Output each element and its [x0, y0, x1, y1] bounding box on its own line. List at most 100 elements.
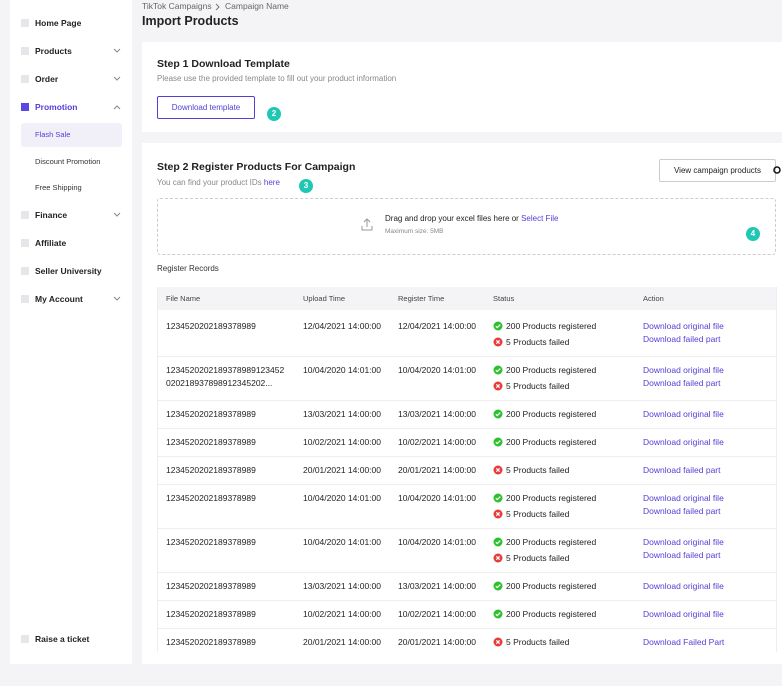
table: File Name Upload Time Register Time Status A…: [157, 287, 777, 652]
upload-time: 10/04/2020 14:01:00: [303, 537, 381, 547]
row-divider: [158, 484, 776, 485]
action-link[interactable]: Download original file: [643, 365, 724, 375]
badge: 2: [267, 107, 281, 121]
icon: [21, 75, 29, 83]
upload-time: 13/03/2021 14:00:00: [303, 581, 381, 591]
chevron: [113, 48, 121, 53]
action-link[interactable]: Download original file: [643, 609, 724, 619]
menu-item[interactable]: Products: [35, 46, 72, 56]
menu-item[interactable]: Finance: [35, 210, 68, 220]
step-subtitle: Please use the provided template to fill…: [157, 74, 397, 83]
menu-item[interactable]: Home Page: [35, 18, 82, 28]
icon: [21, 295, 29, 303]
action-link[interactable]: Download Failed Part: [643, 637, 725, 647]
row-divider: [158, 572, 776, 573]
file-name: 1234520202189378989: [166, 409, 256, 419]
register-time: 13/03/2021 14:00:00: [398, 581, 476, 591]
success-icon: [493, 365, 503, 375]
upload-time: 10/04/2020 14:01:00: [303, 365, 381, 375]
upload-time: 20/01/2021 14:00:00: [303, 637, 381, 647]
text: You can find your product IDs: [157, 178, 262, 187]
sidebar: [10, 0, 132, 664]
register-time: 10/04/2020 14:01:00: [398, 493, 476, 503]
error-icon: [493, 509, 503, 519]
submenu-item[interactable]: Discount Promotion: [35, 157, 101, 166]
success-icon: [493, 493, 503, 503]
chevron: [113, 76, 121, 81]
register-time: 10/04/2020 14:01:00: [398, 365, 476, 375]
row-divider: [158, 628, 776, 629]
breadcrumb[interactable]: TikTok Campaigns: [142, 1, 212, 11]
menu-item[interactable]: Affiliate: [35, 238, 67, 248]
action-link[interactable]: Download failed part: [643, 465, 721, 475]
link[interactable]: Select File: [521, 214, 559, 223]
link[interactable]: here: [263, 178, 280, 187]
status: 200 Products registered: [506, 437, 597, 447]
register-time: 20/01/2021 14:00:00: [398, 637, 476, 647]
drop-zone[interactable]: [157, 198, 776, 255]
menu-item[interactable]: My Account: [35, 294, 83, 304]
menu-item[interactable]: Order: [35, 74, 59, 84]
action-link[interactable]: Download original file: [643, 493, 724, 503]
action-link[interactable]: Download original file: [643, 321, 724, 331]
upload-time: 10/02/2021 14:00:00: [303, 437, 381, 447]
action-link[interactable]: Download original file: [643, 437, 724, 447]
action-link[interactable]: Download original file: [643, 581, 724, 591]
row-divider: [158, 528, 776, 529]
text: Drag and drop your excel files here or: [385, 214, 519, 223]
drop-text: Drag and drop your excel files here or S…: [385, 215, 558, 223]
action-link[interactable]: Download failed part: [643, 378, 721, 388]
card: [142, 143, 782, 664]
error-icon: [493, 381, 503, 391]
action-link[interactable]: Download original file: [643, 409, 724, 419]
cursor: [773, 166, 781, 174]
row-divider: [158, 400, 776, 401]
menu-item[interactable]: Raise a ticket: [35, 634, 90, 644]
success-icon: [493, 581, 503, 591]
status: 5 Products failed: [506, 465, 570, 475]
file-name: 1234520202189378989: [166, 493, 256, 503]
upload-time: 10/04/2020 14:01:00: [303, 493, 381, 503]
status: 5 Products failed: [506, 337, 570, 347]
card: [142, 42, 782, 132]
breadcrumb-separator: [215, 3, 220, 11]
action-link[interactable]: Download original file: [643, 537, 724, 547]
action-link[interactable]: Download failed part: [643, 506, 721, 516]
upload-icon: [361, 218, 373, 231]
page-title: Import Products: [142, 14, 239, 28]
success-icon: [493, 321, 503, 331]
register-time: 20/01/2021 14:00:00: [398, 465, 476, 475]
menu-item[interactable]: Seller University: [35, 266, 102, 276]
icon: [21, 103, 29, 111]
file-name: 1234520202189378989: [166, 537, 256, 547]
badge: 3: [299, 179, 313, 193]
status: 200 Products registered: [506, 321, 597, 331]
status: 200 Products registered: [506, 365, 597, 375]
button[interactable]: Download template: [157, 96, 255, 119]
chevron: [113, 212, 121, 217]
action-link[interactable]: Download failed part: [643, 334, 721, 344]
upload-time: 13/03/2021 14:00:00: [303, 409, 381, 419]
action-link[interactable]: Download failed part: [643, 550, 721, 560]
column-header: Status: [493, 294, 515, 303]
chevron: [113, 296, 121, 301]
menu-item[interactable]: Promotion: [35, 102, 78, 112]
submenu-item[interactable]: Flash Sale: [35, 130, 71, 139]
column-header: Register Time: [398, 294, 445, 303]
error-icon: [493, 465, 503, 475]
step-title: Step 2 Register Products For Campaign: [157, 161, 356, 173]
submenu-item[interactable]: Free Shipping: [35, 183, 82, 192]
icon: [21, 19, 29, 27]
breadcrumb: Campaign Name: [225, 1, 289, 11]
status: 200 Products registered: [506, 493, 597, 503]
success-icon: [493, 437, 503, 447]
upload-time: 12/04/2021 14:00:00: [303, 321, 381, 331]
success-icon: [493, 537, 503, 547]
file-name: 1234520202189378989: [166, 465, 256, 475]
status: 5 Products failed: [506, 381, 570, 391]
status: 200 Products registered: [506, 409, 597, 419]
button[interactable]: View campaign products: [659, 159, 776, 182]
upload-time: 20/01/2021 14:00:00: [303, 465, 381, 475]
